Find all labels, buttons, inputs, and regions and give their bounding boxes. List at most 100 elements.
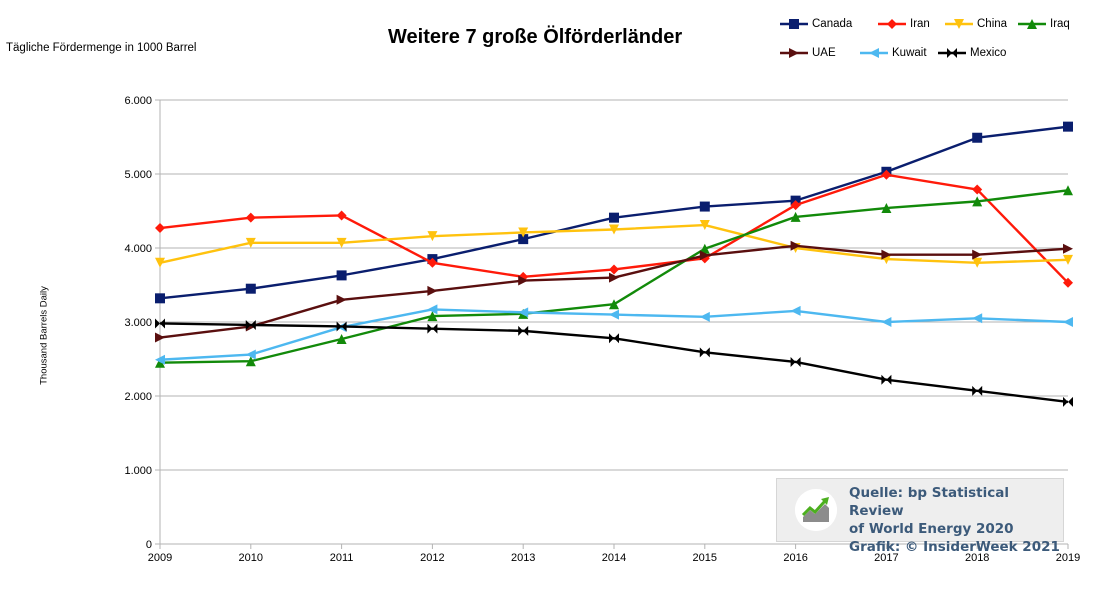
data-point-uae — [155, 332, 165, 343]
x-tick-label: 2019 — [1056, 552, 1080, 564]
data-point-iraq — [972, 196, 983, 207]
data-point-kuwait — [427, 304, 438, 315]
legend-label: Iran — [910, 18, 930, 30]
x-tick-label: 2011 — [330, 552, 354, 564]
data-point-kuwait — [518, 307, 529, 318]
data-point-uae — [699, 250, 710, 261]
data-point-iran — [427, 257, 438, 268]
series-china — [155, 220, 1073, 268]
data-point-canada — [336, 270, 347, 281]
legend-item-mexico: Mexico — [938, 45, 1006, 61]
legend-item-canada: Canada — [780, 16, 852, 32]
data-point-iran — [1063, 277, 1073, 288]
series-mexico — [155, 318, 1073, 407]
legend-marker-shape — [1027, 19, 1037, 29]
data-point-iraq — [699, 243, 710, 254]
legend-label: Iraq — [1050, 18, 1070, 30]
data-point-mexico — [518, 325, 529, 336]
data-point-uae — [427, 285, 438, 296]
y-axis-label: Thousand Barrels Daily — [38, 286, 50, 385]
legend-marker — [780, 48, 808, 58]
x-tick-label: 2018 — [965, 552, 989, 564]
data-point-uae — [790, 240, 801, 251]
legend-item-iran: Iran — [878, 16, 930, 32]
data-point-canada — [155, 293, 165, 304]
source-line-1: Quelle: bp Statistical Review — [849, 485, 1010, 519]
data-point-mexico — [1063, 396, 1073, 407]
legend-marker — [945, 19, 973, 29]
data-point-iran — [972, 184, 983, 195]
data-point-mexico — [427, 323, 438, 334]
data-point-kuwait — [881, 317, 892, 327]
legend-item-kuwait: Kuwait — [860, 45, 927, 61]
data-point-kuwait — [609, 309, 619, 320]
data-point-canada — [972, 132, 983, 143]
data-point-china — [155, 257, 165, 268]
series-line-uae — [159, 244, 1069, 339]
data-point-china — [699, 220, 710, 231]
x-tick-label: 2016 — [783, 552, 807, 564]
data-point-mexico — [609, 333, 619, 344]
data-point-uae — [609, 272, 619, 283]
data-point-canada — [518, 234, 529, 245]
data-point-china — [427, 231, 438, 242]
data-point-iraq — [336, 334, 347, 345]
series-iran — [155, 169, 1073, 288]
data-point-kuwait — [245, 349, 256, 360]
legend-marker-shape — [954, 19, 964, 29]
source-line-3: Grafik: © InsiderWeek 2021 — [849, 539, 1060, 555]
legend-marker — [1018, 19, 1046, 29]
data-point-iraq — [1063, 185, 1073, 196]
data-point-iran — [609, 264, 619, 275]
data-point-mexico — [336, 321, 347, 332]
data-point-iraq — [790, 211, 801, 222]
data-point-canada — [245, 283, 256, 294]
data-point-iraq — [881, 203, 892, 214]
legend-item-uae: UAE — [780, 45, 836, 61]
chart-title: Weitere 7 große Ölförderländer — [388, 26, 683, 48]
x-tick-label: 2017 — [874, 552, 898, 564]
data-point-iran — [790, 200, 801, 211]
data-point-mexico — [881, 374, 892, 385]
source-text: Quelle: bp Statistical Review of World E… — [849, 484, 1063, 556]
data-point-iran — [245, 212, 256, 223]
legend-marker — [938, 48, 966, 58]
y-tick-label: 3.000 — [124, 317, 152, 329]
y-tick-label: 1.000 — [124, 465, 152, 477]
data-point-iran — [336, 210, 347, 221]
data-point-canada — [699, 201, 710, 212]
series-line-mexico — [159, 322, 1069, 404]
legend-item-iraq: Iraq — [1018, 16, 1070, 32]
legend-marker-shape — [869, 48, 879, 58]
data-point-china — [518, 227, 529, 238]
data-point-mexico — [245, 319, 256, 330]
data-point-canada — [609, 212, 619, 223]
data-point-kuwait — [972, 313, 983, 324]
data-point-mexico — [155, 318, 165, 329]
data-point-iraq — [155, 357, 165, 368]
legend-label: Kuwait — [892, 47, 927, 59]
data-point-mexico — [790, 356, 801, 367]
x-tick-label: 2010 — [239, 552, 263, 564]
legend-marker — [780, 19, 808, 29]
data-point-china — [609, 224, 619, 235]
legend-marker-shape — [789, 48, 799, 58]
y-tick-label: 6.000 — [124, 95, 152, 107]
data-point-uae — [518, 275, 529, 286]
data-point-uae — [972, 249, 983, 260]
x-tick-label: 2013 — [511, 552, 535, 564]
data-point-uae — [1063, 243, 1073, 254]
data-point-uae — [881, 249, 892, 260]
legend-marker — [860, 48, 888, 58]
legend-label: UAE — [812, 47, 836, 59]
x-tick-label: 2009 — [148, 552, 172, 564]
data-point-iran — [155, 223, 165, 234]
chart-subtitle: Tägliche Fördermenge in 1000 Barrel — [6, 42, 197, 54]
data-point-kuwait — [155, 354, 165, 365]
legend-label: Mexico — [970, 47, 1007, 59]
data-point-kuwait — [1063, 317, 1073, 327]
data-point-iraq — [427, 311, 438, 322]
source-box: Quelle: bp Statistical Review of World E… — [776, 478, 1064, 555]
legend-marker-shape — [947, 48, 957, 58]
